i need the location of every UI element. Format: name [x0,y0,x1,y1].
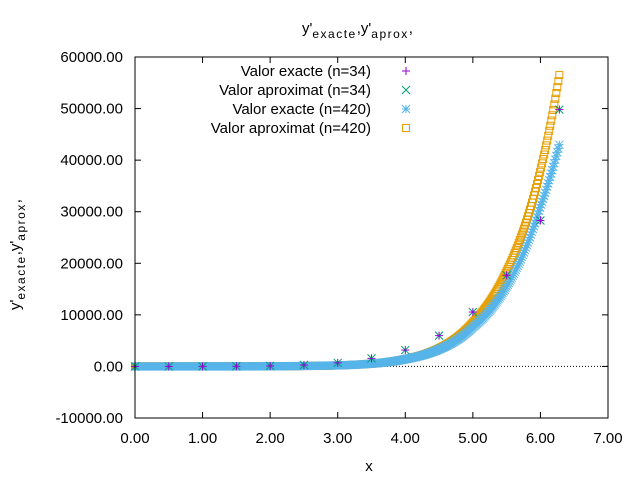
series-0-point [299,360,308,369]
series-3-point [555,71,564,80]
y-tick-label: 60000.00 [60,49,123,66]
series-3-point [517,230,526,239]
x-tick-label: 6.00 [526,430,555,447]
x-tick-label: 7.00 [593,430,622,447]
series-3-point [545,126,554,135]
series-0-point [266,361,275,370]
series-3-point [516,233,525,242]
series-3-point [537,163,546,172]
series-0-point [198,362,207,371]
y-tick-label: 30000.00 [60,204,123,221]
legend-marker-3 [402,124,410,132]
series-3-point [518,227,527,236]
legend-marker-1 [401,85,411,95]
series-3-point [539,154,548,163]
series-3-point [552,89,561,98]
x-tick-label: 1.00 [188,430,217,447]
series-3-point [538,159,547,168]
legend-label: Valor exacte (n=34) [241,63,371,80]
series-3-point [515,236,524,245]
y-tick-label: 10000.00 [60,307,123,324]
y-tick-label: 20000.00 [60,255,123,272]
x-tick-label: 0.00 [120,430,149,447]
series-0-point [536,216,545,225]
legend: Valor exacte (n=34) Valor aproximat (n=34… [211,63,411,137]
series-3-point [511,246,520,255]
x-tick-label: 3.00 [323,430,352,447]
legend-label: Valor aproximat (n=420) [211,120,371,137]
chart-title: y'exacte,y'aprox, [302,20,413,41]
series-3-point [541,145,550,154]
y-tick-label: 50000.00 [60,101,123,118]
series-3-point [535,171,544,180]
x-axis-label: x [365,458,373,475]
series-2-point [554,140,564,150]
series-3-point [540,150,549,159]
x-tick-label: 5.00 [458,430,487,447]
y-tick-label: -10000.00 [55,410,123,427]
series-3-point [536,167,545,176]
series-3-point [548,111,557,120]
legend-marker-0 [402,67,410,75]
series-3-point [550,100,559,109]
series-3-point [514,238,523,247]
plot-frame [134,56,609,419]
series-0-point [555,105,564,114]
series-3-point [543,136,552,145]
series-0-point [232,362,241,371]
x-tick-label: 4.00 [391,430,420,447]
y-tick-label: 40000.00 [60,152,123,169]
y-axis-label: y'exacte,y'aprox, [7,199,28,310]
series-0-point [401,346,410,355]
x-tick-label: 2.00 [256,430,285,447]
series-0-point [502,271,511,280]
series-3-point [513,241,522,250]
legend-marker-2 [401,104,411,114]
series-3-point [547,116,556,125]
series-3-point [544,131,553,140]
series-3-point [553,83,562,92]
series-3-point [546,121,555,130]
series-0-point [333,358,342,367]
series-0-point [164,362,173,371]
y-tick-label: 0.00 [94,358,123,375]
series-3-point [534,176,543,185]
legend-label: Valor exacte (n=420) [232,101,371,118]
series-3-point [542,141,551,150]
series-0-point [367,354,376,363]
series-3-point [554,77,563,86]
series-0-point [468,308,477,317]
series-3-point [551,94,560,103]
series-3-point [512,243,521,252]
legend-label: Valor aproximat (n=34) [219,82,371,99]
series-0-point [435,331,444,340]
